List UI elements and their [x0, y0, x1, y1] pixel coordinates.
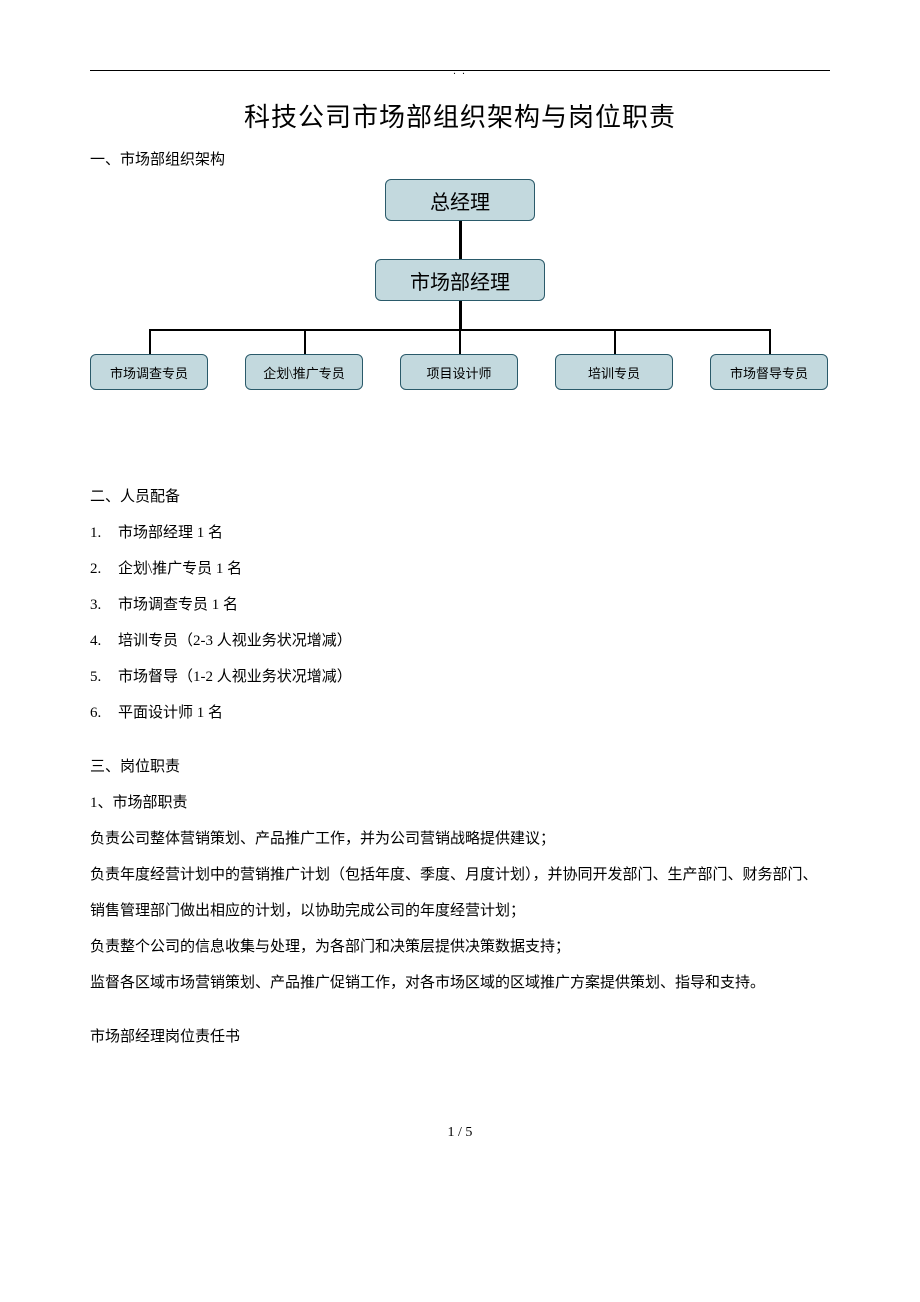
- list-text: 市场督导（1-2 人视业务状况增减）: [118, 669, 352, 685]
- org-node-leaf-1: 企划\推广专员: [245, 354, 363, 390]
- list-text: 平面设计师 1 名: [118, 705, 223, 721]
- list-num: 3.: [90, 587, 118, 623]
- org-leaf-4-label: 市场督导专员: [730, 363, 808, 382]
- list-num: 1.: [90, 515, 118, 551]
- section1-label: 一、市场部组织架构: [90, 148, 830, 169]
- section3-label: 三、岗位职责: [90, 749, 830, 785]
- org-node-leaf-0: 市场调查专员: [90, 354, 208, 390]
- list-num: 4.: [90, 623, 118, 659]
- list-item: 3.市场调查专员 1 名: [90, 587, 830, 623]
- list-text: 企划\推广专员 1 名: [118, 561, 242, 577]
- org-node-root: 总经理: [385, 179, 535, 221]
- org-node-leaf-3: 培训专员: [555, 354, 673, 390]
- org-conn-mid-down: [459, 301, 462, 329]
- list-item: 1.市场部经理 1 名: [90, 515, 830, 551]
- org-node-root-label: 总经理: [430, 186, 490, 215]
- duty-para: 负责公司整体营销策划、产品推广工作，并为公司营销战略提供建议；: [90, 821, 830, 857]
- duty-para: 负责整个公司的信息收集与处理，为各部门和决策层提供决策数据支持；: [90, 929, 830, 965]
- org-leaf-2-label: 项目设计师: [426, 363, 491, 382]
- org-node-leaf-2: 项目设计师: [400, 354, 518, 390]
- org-node-leaf-4: 市场督导专员: [710, 354, 828, 390]
- list-text: 市场调查专员 1 名: [118, 597, 238, 613]
- org-conn-drop-2: [459, 329, 461, 354]
- list-item: 5.市场督导（1-2 人视业务状况增减）: [90, 659, 830, 695]
- header-rule: [90, 70, 830, 71]
- org-leaf-3-label: 培训专员: [588, 363, 640, 382]
- org-conn-drop-1: [304, 329, 306, 354]
- org-chart: 总经理 市场部经理 市场调查专员 企划\推广专员 项目设计师 培训专员 市场督导…: [90, 179, 830, 419]
- header-dots: . .: [90, 66, 830, 77]
- org-node-mid: 市场部经理: [375, 259, 545, 301]
- list-item: 6.平面设计师 1 名: [90, 695, 830, 731]
- page-footer: 1 / 5: [90, 1125, 830, 1141]
- staffing-list: 1.市场部经理 1 名 2.企划\推广专员 1 名 3.市场调查专员 1 名 4…: [90, 515, 830, 731]
- duty-para: 监督各区域市场营销策划、产品推广促销工作，对各市场区域的区域推广方案提供策划、指…: [90, 965, 830, 1001]
- list-num: 5.: [90, 659, 118, 695]
- org-conn-root-mid: [459, 221, 462, 259]
- subhead: 市场部经理岗位责任书: [90, 1019, 830, 1055]
- section2-label: 二、人员配备: [90, 479, 830, 515]
- list-item: 2.企划\推广专员 1 名: [90, 551, 830, 587]
- org-conn-drop-3: [614, 329, 616, 354]
- list-item: 4.培训专员（2-3 人视业务状况增减）: [90, 623, 830, 659]
- duty-para: 负责年度经营计划中的营销推广计划（包括年度、季度、月度计划），并协同开发部门、生…: [90, 857, 830, 929]
- page-title: 科技公司市场部组织架构与岗位职责: [90, 97, 830, 134]
- org-conn-drop-4: [769, 329, 771, 354]
- org-leaf-0-label: 市场调查专员: [110, 363, 188, 382]
- list-text: 培训专员（2-3 人视业务状况增减）: [118, 633, 352, 649]
- org-leaf-1-label: 企划\推广专员: [263, 363, 345, 382]
- section3-sub: 1、市场部职责: [90, 785, 830, 821]
- list-num: 2.: [90, 551, 118, 587]
- list-text: 市场部经理 1 名: [118, 525, 223, 541]
- list-num: 6.: [90, 695, 118, 731]
- org-node-mid-label: 市场部经理: [410, 266, 510, 295]
- org-conn-drop-0: [149, 329, 151, 354]
